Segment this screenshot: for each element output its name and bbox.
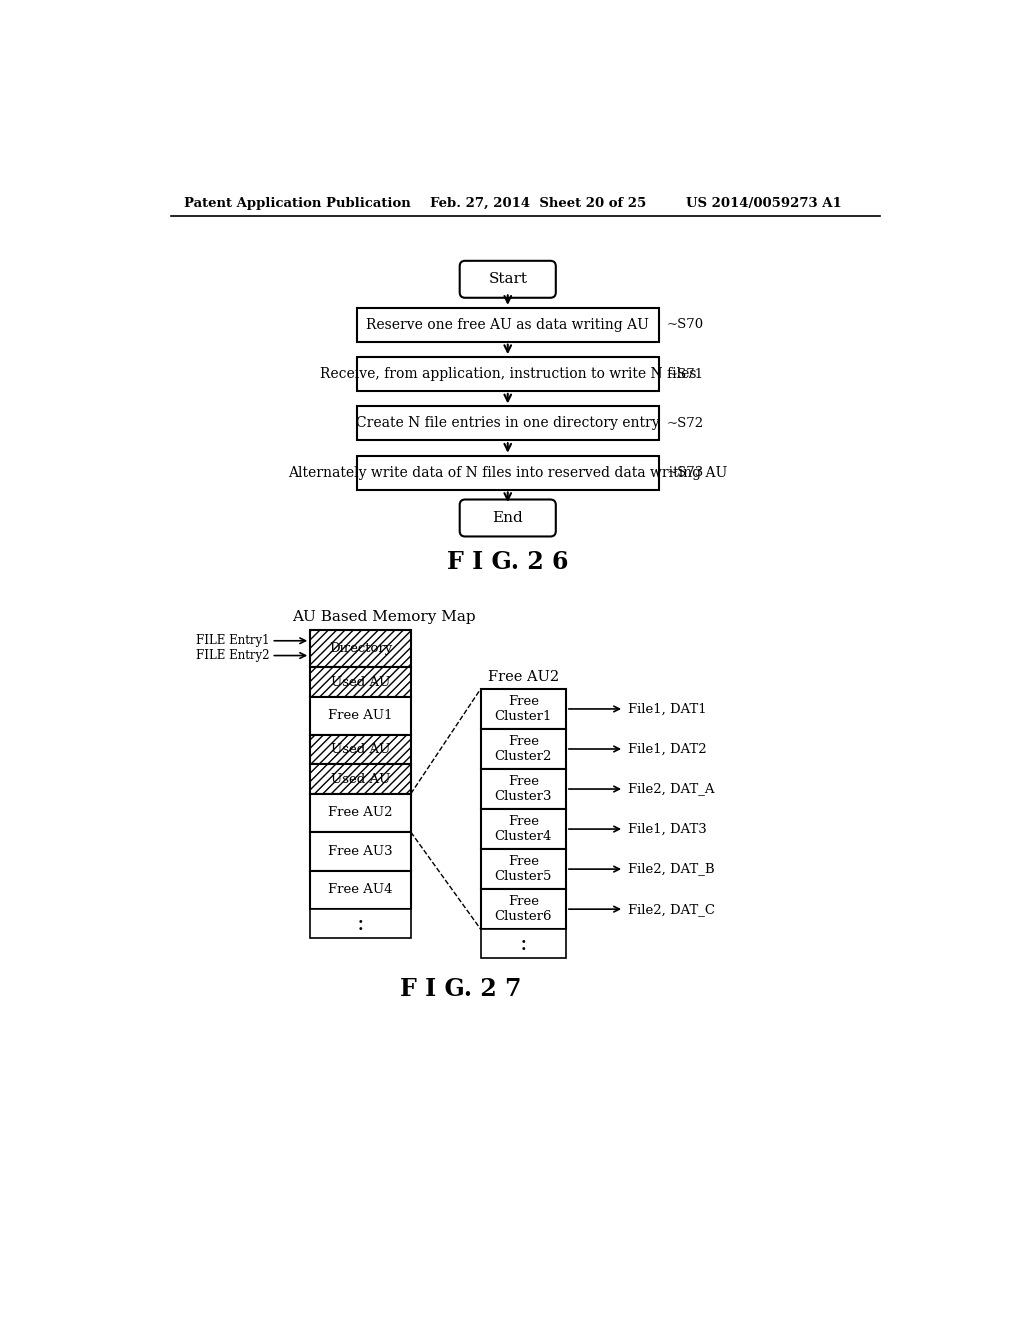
Bar [480, 809, 566, 849]
Text: Free
Cluster2: Free Cluster2 [495, 735, 552, 763]
Text: F I G. 2 7: F I G. 2 7 [400, 977, 522, 1002]
Text: ~S73: ~S73 [667, 466, 703, 479]
Text: FILE Entry2: FILE Entry2 [196, 649, 269, 663]
Text: Free
Cluster3: Free Cluster3 [495, 775, 552, 803]
Text: Feb. 27, 2014  Sheet 20 of 25: Feb. 27, 2014 Sheet 20 of 25 [430, 197, 646, 210]
Text: File2, DAT_B: File2, DAT_B [628, 862, 715, 875]
Bar [356, 407, 658, 441]
Text: End: End [493, 511, 523, 525]
Text: :: : [519, 933, 527, 954]
Bar [310, 697, 411, 735]
Bar [480, 929, 566, 958]
Bar [480, 689, 566, 729]
Bar [310, 793, 411, 832]
Bar [310, 871, 411, 909]
Text: ~S70: ~S70 [667, 318, 703, 331]
Text: :: : [356, 913, 365, 935]
Text: Start: Start [488, 272, 527, 286]
Bar [310, 668, 411, 697]
Text: File1, DAT1: File1, DAT1 [628, 702, 707, 715]
Text: Used AU: Used AU [331, 743, 390, 756]
Bar [310, 764, 411, 793]
Text: Free AU3: Free AU3 [328, 845, 393, 858]
Bar [356, 358, 658, 391]
FancyBboxPatch shape [460, 261, 556, 298]
Text: Free
Cluster4: Free Cluster4 [495, 814, 552, 843]
Bar [310, 909, 411, 939]
Bar [310, 832, 411, 871]
Text: F I G. 2 6: F I G. 2 6 [447, 550, 568, 574]
Text: Reserve one free AU as data writing AU: Reserve one free AU as data writing AU [367, 318, 649, 331]
Bar [480, 890, 566, 929]
Text: Free AU2: Free AU2 [487, 669, 559, 684]
Text: Free
Cluster5: Free Cluster5 [495, 855, 552, 883]
Text: Free
Cluster1: Free Cluster1 [495, 694, 552, 723]
FancyBboxPatch shape [460, 499, 556, 536]
Bar [356, 308, 658, 342]
Bar [356, 455, 658, 490]
Bar [310, 631, 411, 668]
Text: Free AU1: Free AU1 [329, 709, 393, 722]
Bar [480, 729, 566, 770]
Text: File1, DAT2: File1, DAT2 [628, 742, 707, 755]
Text: Free AU4: Free AU4 [329, 883, 393, 896]
Text: File2, DAT_A: File2, DAT_A [628, 783, 715, 796]
Text: AU Based Memory Map: AU Based Memory Map [292, 610, 475, 623]
Text: Used AU: Used AU [331, 772, 390, 785]
Text: Patent Application Publication: Patent Application Publication [183, 197, 411, 210]
Text: File2, DAT_C: File2, DAT_C [628, 903, 715, 916]
Text: ~S72: ~S72 [667, 417, 703, 430]
Bar [310, 735, 411, 764]
Text: ~S71: ~S71 [667, 367, 703, 380]
Text: Used AU: Used AU [331, 676, 390, 689]
Text: Alternately write data of N files into reserved data writing AU: Alternately write data of N files into r… [288, 466, 727, 479]
Text: Directory: Directory [329, 643, 392, 656]
Text: Receive, from application, instruction to write N files: Receive, from application, instruction t… [319, 367, 696, 381]
Text: US 2014/0059273 A1: US 2014/0059273 A1 [686, 197, 842, 210]
Bar [480, 849, 566, 890]
Text: File1, DAT3: File1, DAT3 [628, 822, 707, 836]
Text: FILE Entry1: FILE Entry1 [196, 634, 269, 647]
Text: Free
Cluster6: Free Cluster6 [495, 895, 552, 923]
Text: Free AU2: Free AU2 [329, 807, 393, 820]
Text: Create N file entries in one directory entry: Create N file entries in one directory e… [356, 416, 659, 430]
Bar [480, 770, 566, 809]
